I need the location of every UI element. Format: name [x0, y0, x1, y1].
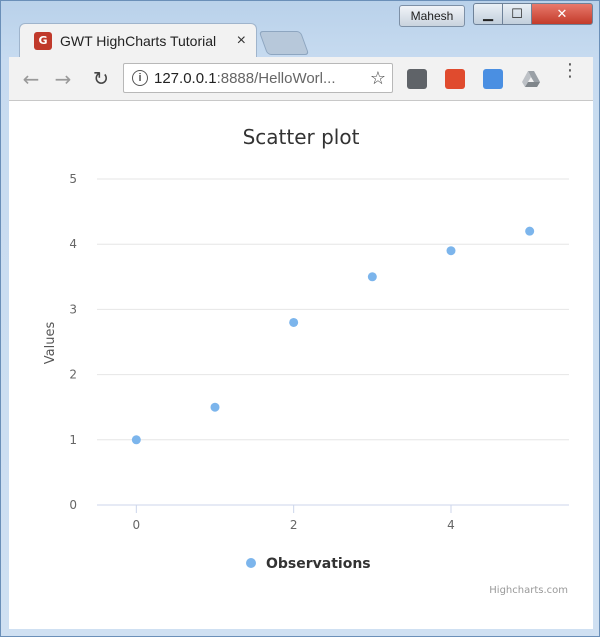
chart-credits[interactable]: Highcharts.com: [489, 585, 568, 596]
y-tick-label: 4: [69, 237, 77, 251]
url-text[interactable]: 127.0.0.1:8888/HelloWorl...: [154, 69, 336, 87]
data-points: [131, 226, 535, 445]
x-tick-label: 4: [447, 518, 455, 532]
y-axis-label: Values: [43, 322, 58, 365]
tab-gwt-highcharts[interactable]: G GWT HighCharts Tutorial ×: [19, 23, 257, 57]
y-tick-label: 5: [69, 172, 77, 186]
y-tick-label: 3: [69, 302, 77, 316]
menu-icon[interactable]: ⋮: [561, 60, 579, 81]
tab-title: GWT HighCharts Tutorial: [60, 32, 217, 49]
close-icon: ✕: [556, 6, 568, 22]
page-content: Scatter plot 0 1 2 3 4 5 0 2 4 Values Observati…: [9, 101, 593, 629]
y-tick-label: 0: [69, 498, 77, 512]
forward-arrow-icon[interactable]: →: [54, 67, 72, 91]
address-bar[interactable]: i 127.0.0.1:8888/HelloWorl... ☆: [123, 63, 393, 93]
reload-icon[interactable]: ↻: [93, 68, 109, 90]
google-drive-icon[interactable]: [521, 69, 541, 89]
y-tick-label: 2: [69, 368, 77, 382]
new-tab-button[interactable]: [258, 31, 310, 55]
data-point[interactable]: [446, 246, 456, 256]
tab-favicon-icon: G: [34, 31, 52, 50]
minimize-button[interactable]: ▁: [473, 3, 503, 25]
scatter-chart: Scatter plot 0 1 2 3 4 5 0 2 4 Values Observati…: [43, 125, 569, 596]
profile-button[interactable]: Mahesh: [399, 5, 465, 27]
bookmark-star-icon[interactable]: ☆: [369, 67, 386, 89]
extension-icon-1[interactable]: [407, 69, 427, 89]
close-window-button[interactable]: ✕: [531, 3, 593, 25]
tab-close-icon[interactable]: ×: [236, 31, 246, 49]
extension-icon-3[interactable]: [483, 69, 503, 89]
info-icon[interactable]: i: [132, 70, 148, 86]
grid-lines: [97, 178, 569, 506]
data-point[interactable]: [525, 226, 535, 236]
profile-name: Mahesh: [410, 9, 454, 23]
x-tick-label: 2: [290, 518, 298, 532]
maximize-button[interactable]: ☐: [502, 3, 532, 25]
minimize-icon: ▁: [483, 6, 493, 22]
maximize-icon: ☐: [511, 6, 523, 22]
chart-title: Scatter plot: [243, 125, 360, 149]
extension-icon-2[interactable]: [445, 69, 465, 89]
legend[interactable]: Observations: [246, 556, 371, 572]
back-arrow-icon[interactable]: ←: [22, 67, 40, 91]
data-point[interactable]: [367, 272, 377, 282]
legend-item-observations[interactable]: Observations: [266, 556, 371, 572]
x-axis-ticks: 0 2 4: [133, 505, 455, 532]
y-axis-ticks: 0 1 2 3 4 5: [69, 172, 77, 512]
data-point[interactable]: [289, 317, 299, 327]
data-point[interactable]: [210, 402, 220, 412]
y-tick-label: 1: [69, 433, 77, 447]
data-point[interactable]: [131, 435, 141, 445]
browser-toolbar: ← → ↻ i 127.0.0.1:8888/HelloWorl... ☆ ⋮: [9, 57, 593, 101]
x-tick-label: 0: [133, 518, 141, 532]
legend-marker: [246, 558, 256, 568]
